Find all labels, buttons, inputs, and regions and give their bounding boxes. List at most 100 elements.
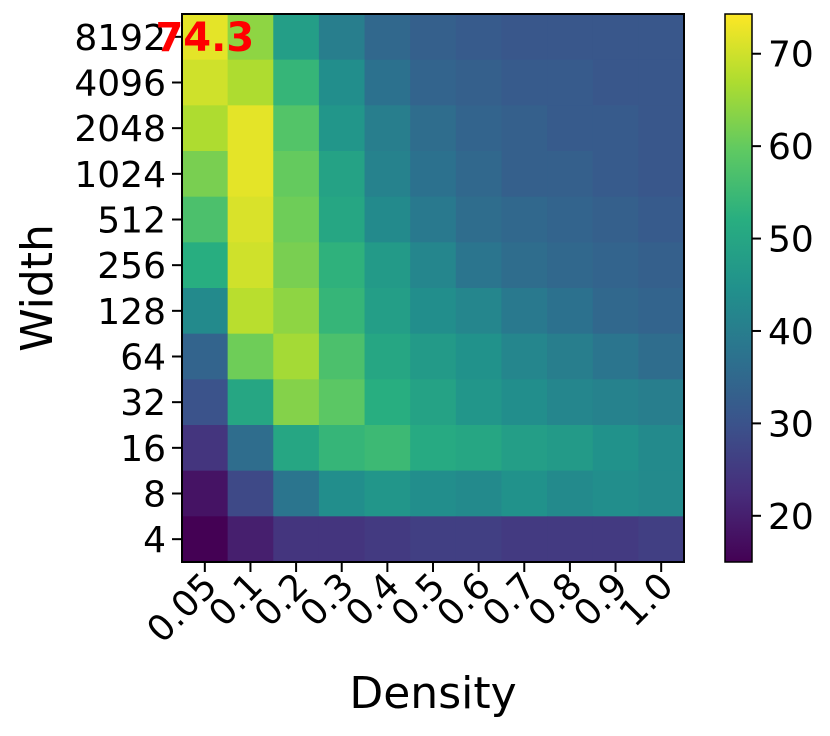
heatmap-cell bbox=[318, 14, 366, 61]
heatmap-cell bbox=[410, 196, 457, 243]
heatmap-cell bbox=[547, 470, 594, 517]
heatmap-cell bbox=[501, 516, 548, 563]
heatmap-cell bbox=[227, 288, 274, 335]
heatmap-cell bbox=[547, 14, 594, 61]
colorbar bbox=[724, 13, 753, 563]
y-tick-label: 256 bbox=[97, 246, 166, 287]
heatmap-cell bbox=[455, 333, 503, 380]
heatmap-cell bbox=[273, 379, 320, 426]
heatmap-cell bbox=[592, 196, 639, 243]
heatmap-cell bbox=[318, 470, 366, 517]
y-axis-title: Width bbox=[12, 224, 63, 352]
heatmap-cell bbox=[364, 470, 411, 517]
heatmap-cell bbox=[455, 14, 503, 61]
heatmap-cell bbox=[592, 151, 639, 198]
heatmap-cell bbox=[364, 288, 411, 335]
heatmap-cell bbox=[364, 379, 411, 426]
heatmap-cell bbox=[182, 196, 229, 243]
heatmap-cell bbox=[227, 333, 274, 380]
heatmap-cell bbox=[638, 516, 685, 563]
heatmap-cell bbox=[227, 470, 274, 517]
heatmap-cell bbox=[227, 105, 274, 152]
heatmap-cell bbox=[364, 151, 411, 198]
heatmap-cell bbox=[364, 425, 411, 472]
heatmap-cell bbox=[410, 242, 457, 289]
heatmap-cell bbox=[410, 379, 457, 426]
heatmap-cell bbox=[364, 59, 411, 106]
heatmap-cell bbox=[592, 516, 639, 563]
heatmap-cell bbox=[182, 105, 229, 152]
heatmap-cell bbox=[273, 333, 320, 380]
heatmap-cell bbox=[592, 105, 639, 152]
heatmap-cell bbox=[318, 288, 366, 335]
heatmap-cell bbox=[455, 516, 503, 563]
heatmap-cell bbox=[455, 105, 503, 152]
colorbar-tick-label: 30 bbox=[768, 404, 814, 445]
heatmap-cell bbox=[364, 105, 411, 152]
heatmap-cell bbox=[273, 425, 320, 472]
heatmap-cell bbox=[592, 59, 639, 106]
heatmap-cell bbox=[227, 242, 274, 289]
heatmap-cell bbox=[318, 105, 366, 152]
heatmap-cell bbox=[273, 288, 320, 335]
heatmap-cell bbox=[638, 470, 685, 517]
heatmap-cell bbox=[182, 516, 229, 563]
heatmap-cell bbox=[410, 425, 457, 472]
heatmap-cell bbox=[638, 151, 685, 198]
heatmap-cell bbox=[501, 151, 548, 198]
colorbar-tick-label: 60 bbox=[768, 127, 814, 168]
heatmap-cell bbox=[638, 333, 685, 380]
heatmap-cell bbox=[182, 425, 229, 472]
heatmap-cell bbox=[638, 14, 685, 61]
heatmap-cell bbox=[547, 333, 594, 380]
y-tick-label: 8 bbox=[143, 475, 166, 516]
heatmap-cell bbox=[273, 59, 320, 106]
heatmap-cell bbox=[410, 288, 457, 335]
heatmap-cell bbox=[273, 242, 320, 289]
heatmap-cell bbox=[273, 516, 320, 563]
y-tick-label: 128 bbox=[97, 292, 166, 333]
heatmap-cell bbox=[227, 151, 274, 198]
heatmap-cell bbox=[592, 288, 639, 335]
heatmap-cell bbox=[592, 379, 639, 426]
heatmap-cell bbox=[638, 105, 685, 152]
heatmap-cell bbox=[501, 425, 548, 472]
heatmap-cell bbox=[592, 470, 639, 517]
heatmap-cell bbox=[318, 196, 366, 243]
heatmap-cell bbox=[410, 470, 457, 517]
heatmap-cell bbox=[227, 59, 274, 106]
heatmap-cell bbox=[182, 242, 229, 289]
heatmap-cell bbox=[501, 105, 548, 152]
heatmap-cell bbox=[273, 196, 320, 243]
heatmap-cell bbox=[638, 242, 685, 289]
x-tick-label: 1.0 bbox=[612, 565, 681, 634]
heatmap-cell bbox=[364, 333, 411, 380]
heatmap-cell bbox=[410, 151, 457, 198]
y-tick-label: 512 bbox=[97, 201, 166, 242]
heatmap-cell bbox=[318, 379, 366, 426]
heatmap-cell bbox=[501, 59, 548, 106]
y-tick-label: 1024 bbox=[74, 155, 166, 196]
heatmap-cell bbox=[592, 242, 639, 289]
heatmap-cell bbox=[547, 196, 594, 243]
heatmap-cell bbox=[182, 470, 229, 517]
heatmap-cell bbox=[455, 425, 503, 472]
heatmap-cells bbox=[182, 14, 685, 563]
heatmap-cell bbox=[501, 288, 548, 335]
heatmap-cell bbox=[547, 425, 594, 472]
heatmap-cell bbox=[547, 242, 594, 289]
heatmap-cell bbox=[592, 14, 639, 61]
heatmap-cell bbox=[547, 379, 594, 426]
heatmap-cell bbox=[638, 196, 685, 243]
heatmap-cell bbox=[364, 196, 411, 243]
heatmap-cell bbox=[547, 59, 594, 106]
heatmap-cell bbox=[182, 14, 229, 61]
heatmap-cell bbox=[318, 333, 366, 380]
heatmap-cell bbox=[547, 151, 594, 198]
heatmap-cell bbox=[501, 242, 548, 289]
heatmap-cell bbox=[318, 59, 366, 106]
heatmap-cell bbox=[227, 196, 274, 243]
